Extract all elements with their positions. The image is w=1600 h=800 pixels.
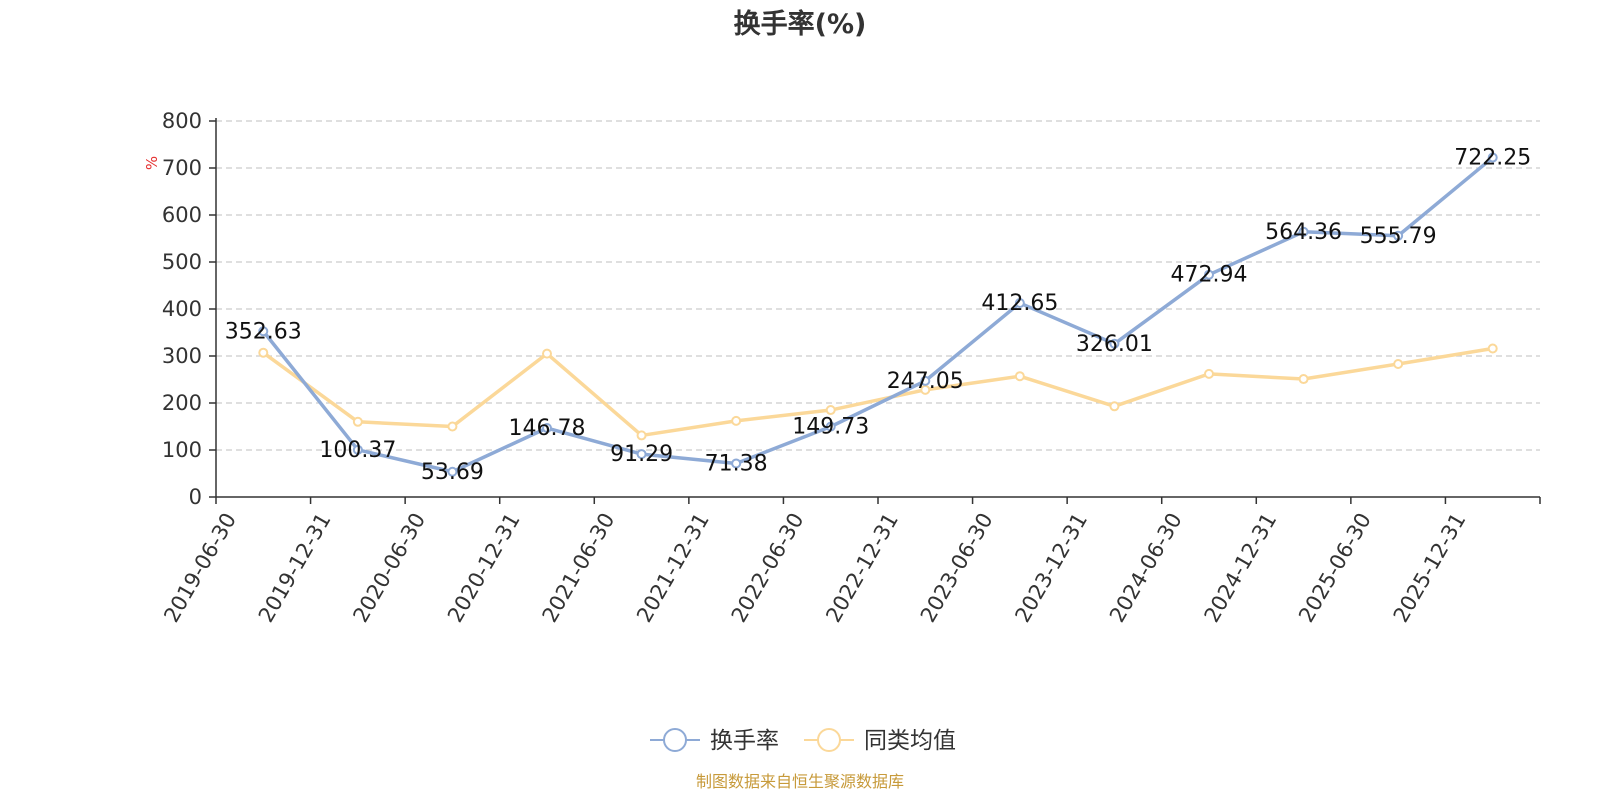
x-tick-label: 2025-12-31 bbox=[1389, 509, 1471, 627]
data-point bbox=[258, 347, 269, 358]
data-point bbox=[1204, 269, 1214, 280]
series-line-0 bbox=[261, 156, 1494, 474]
data-point bbox=[636, 430, 647, 441]
data-point bbox=[447, 421, 458, 432]
x-tick-label: 2020-06-30 bbox=[348, 509, 430, 627]
y-tick-label: 0 bbox=[189, 485, 202, 509]
y-tick-label: 100 bbox=[162, 438, 202, 462]
series-line-1 bbox=[262, 346, 1493, 438]
data-label: 564.36 bbox=[1265, 220, 1342, 245]
legend-label: 同类均值 bbox=[864, 728, 956, 754]
x-tick-label: 2020-12-31 bbox=[443, 509, 525, 627]
source-note: 制图数据来自恒生聚源数据库 bbox=[696, 772, 904, 791]
data-point bbox=[352, 444, 363, 455]
data-point bbox=[636, 449, 647, 460]
x-tick-label: 2019-06-30 bbox=[159, 509, 241, 627]
data-point bbox=[1014, 298, 1025, 309]
y-tick-label: 700 bbox=[162, 156, 202, 180]
data-point bbox=[1487, 152, 1498, 163]
x-tick-label: 2022-12-31 bbox=[821, 509, 903, 627]
data-point bbox=[825, 405, 836, 416]
data-point bbox=[1109, 338, 1120, 349]
legend-label: 换手率 bbox=[710, 728, 779, 754]
data-labels: 352.63 100.37 53.69 146.78 91.29 71.38 149.73 2… bbox=[225, 146, 1531, 485]
y-tick-label: 800 bbox=[162, 109, 202, 133]
data-point bbox=[542, 348, 552, 359]
data-label: 247.05 bbox=[887, 369, 964, 394]
x-tick-label: 2021-12-31 bbox=[632, 509, 714, 627]
chart-title: 换手率(%) bbox=[734, 8, 867, 40]
x-tick-label: 2024-12-31 bbox=[1200, 509, 1282, 627]
data-point bbox=[731, 415, 742, 426]
x-tick-label: 2023-06-30 bbox=[916, 509, 998, 627]
y-tick-label: 500 bbox=[162, 250, 202, 274]
x-tick-label: 2019-12-31 bbox=[254, 509, 336, 627]
data-label: 146.78 bbox=[509, 416, 586, 441]
data-point bbox=[1393, 230, 1404, 241]
data-point bbox=[352, 416, 363, 427]
data-label: 555.79 bbox=[1360, 224, 1437, 249]
data-point bbox=[1204, 368, 1214, 379]
gridlines bbox=[216, 120, 1540, 451]
series-layer bbox=[258, 152, 1498, 477]
y-tick-label: 200 bbox=[162, 391, 202, 415]
axes bbox=[209, 118, 1541, 504]
data-point bbox=[920, 375, 931, 386]
data-point bbox=[1298, 226, 1309, 237]
data-point bbox=[258, 326, 269, 337]
data-point bbox=[542, 423, 552, 434]
data-label: 71.38 bbox=[705, 451, 768, 476]
data-label: 100.37 bbox=[319, 438, 396, 463]
data-label: 53.69 bbox=[421, 460, 484, 485]
y-tick-labels: 0 100 200 300 400 500 600 700 800 bbox=[162, 109, 202, 509]
data-point bbox=[447, 466, 458, 477]
y-axis-unit: % bbox=[143, 156, 161, 170]
data-point bbox=[731, 458, 742, 469]
data-point bbox=[1109, 401, 1120, 412]
y-tick-label: 600 bbox=[162, 203, 202, 227]
y-tick-label: 400 bbox=[162, 297, 202, 321]
data-point bbox=[1014, 371, 1025, 382]
x-tick-label: 2025-06-30 bbox=[1294, 509, 1376, 627]
y-tick-label: 300 bbox=[162, 344, 202, 368]
x-tick-label: 2022-06-30 bbox=[727, 509, 809, 627]
data-label: 352.63 bbox=[225, 319, 302, 344]
x-tick-label: 2021-06-30 bbox=[538, 509, 620, 627]
x-tick-label: 2023-12-31 bbox=[1010, 509, 1092, 627]
data-label: 722.25 bbox=[1454, 146, 1531, 171]
data-label: 412.65 bbox=[981, 291, 1058, 316]
data-point bbox=[1487, 343, 1498, 354]
data-point bbox=[825, 421, 836, 432]
data-label: 472.94 bbox=[1171, 263, 1248, 288]
legend-marker bbox=[663, 728, 687, 752]
data-label: 326.01 bbox=[1076, 332, 1153, 357]
x-tick-labels: 2019-06-30 2019-12-31 2020-06-30 2020-12-31… bbox=[159, 509, 1470, 627]
data-label: 91.29 bbox=[610, 442, 673, 467]
x-tick-label: 2024-06-30 bbox=[1105, 509, 1187, 627]
legend-marker bbox=[817, 728, 841, 752]
data-label: 149.73 bbox=[792, 415, 869, 440]
data-point bbox=[1393, 358, 1404, 369]
legend[interactable]: 换手率 同类均值 bbox=[650, 728, 956, 754]
data-point bbox=[1298, 374, 1309, 385]
